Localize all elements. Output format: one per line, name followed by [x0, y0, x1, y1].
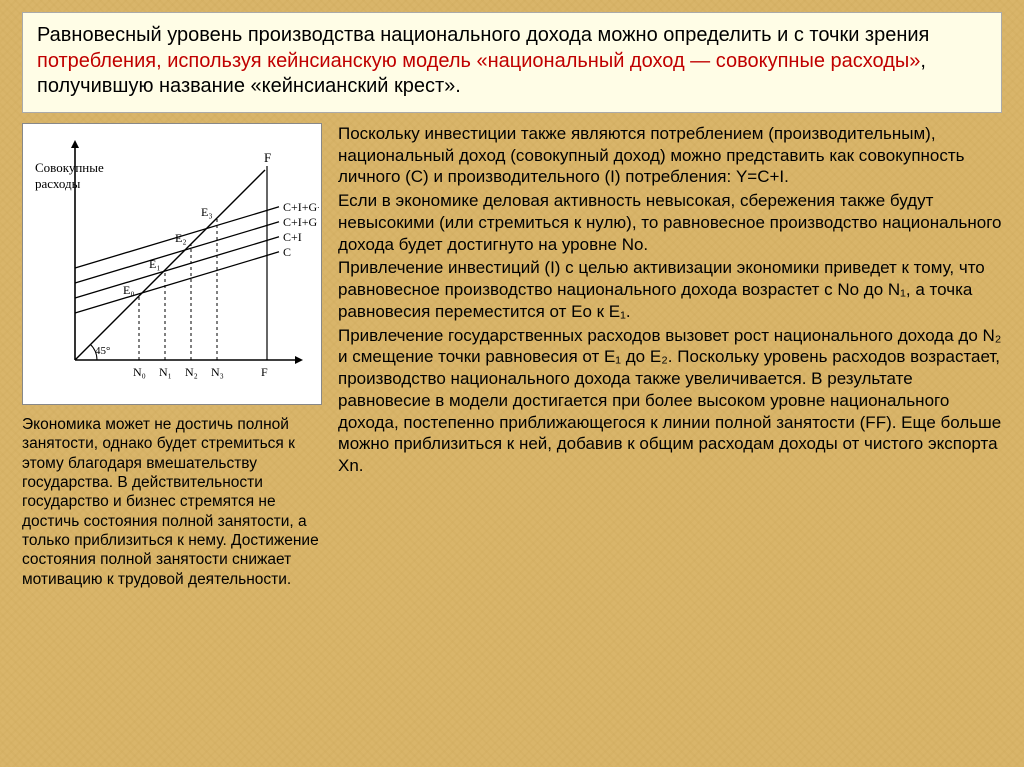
- paragraph-1: Поскольку инвестиции также являются потр…: [338, 123, 1002, 188]
- svg-text:F: F: [261, 365, 268, 379]
- intro-red: потребления, используя кейнсианскую моде…: [37, 50, 920, 72]
- svg-text:45°: 45°: [95, 345, 110, 357]
- svg-text:E₃: E₃: [201, 205, 213, 219]
- keynesian-cross-chart: Совокупныерасходы45°FCE₀C+IE₁C+I+GE₂C+I+…: [22, 123, 322, 405]
- paragraph-3: Привлечение инвестиций (I) с целью актив…: [338, 257, 1002, 322]
- svg-text:Совокупные: Совокупные: [35, 160, 104, 175]
- intro-pre: Равновесный уровень производства национа…: [37, 24, 929, 46]
- intro-box: Равновесный уровень производства национа…: [22, 12, 1002, 113]
- svg-text:E₀: E₀: [123, 283, 135, 297]
- paragraph-2: Если в экономике деловая активность невы…: [338, 190, 1002, 255]
- svg-text:C+I+G: C+I+G: [283, 215, 318, 229]
- svg-text:N₁: N₁: [159, 365, 172, 379]
- main-text: Поскольку инвестиции также являются потр…: [338, 123, 1002, 479]
- svg-text:C+I+G+Xₙ: C+I+G+Xₙ: [283, 200, 319, 214]
- svg-text:N₂: N₂: [185, 365, 198, 379]
- svg-text:N₀: N₀: [133, 365, 146, 379]
- svg-text:N₃: N₃: [211, 365, 224, 379]
- svg-text:C+I: C+I: [283, 230, 302, 244]
- chart-caption: Экономика может не достичь полной занято…: [22, 415, 322, 589]
- paragraph-4: Привлечение государственных расходов выз…: [338, 325, 1002, 477]
- svg-text:F: F: [264, 150, 271, 165]
- svg-text:расходы: расходы: [35, 176, 81, 191]
- svg-text:C: C: [283, 245, 291, 259]
